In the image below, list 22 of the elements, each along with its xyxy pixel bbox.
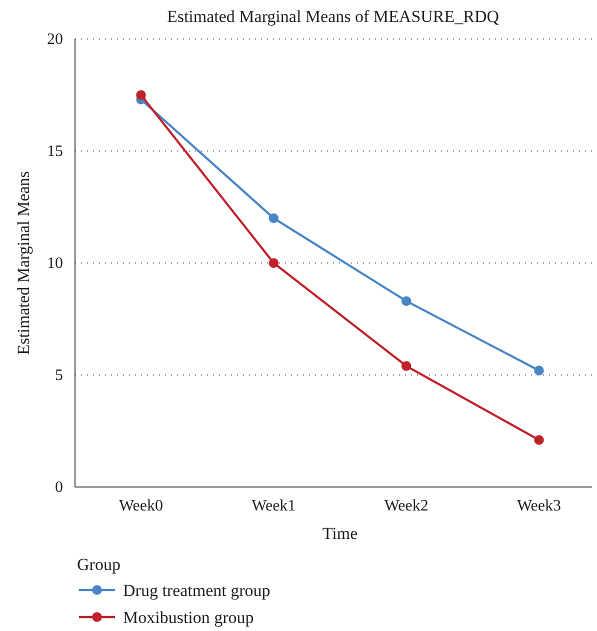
legend-title: Group	[77, 555, 120, 574]
y-tick-label: 15	[47, 143, 63, 160]
legend-label: Moxibustion group	[123, 608, 254, 627]
y-axis-title: Estimated Marginal Means	[14, 171, 33, 355]
legend-label: Drug treatment group	[123, 581, 270, 600]
y-tick-label: 5	[55, 367, 63, 384]
x-tick-label: Week2	[384, 497, 428, 514]
y-tick-label: 20	[47, 31, 63, 48]
point	[401, 361, 412, 371]
point	[534, 366, 544, 376]
point	[268, 213, 279, 224]
x-tick-label: Week0	[118, 497, 164, 514]
y-tick-label: 10	[47, 255, 63, 272]
point	[534, 435, 544, 445]
point	[268, 258, 279, 268]
y-tick-label: 0	[55, 479, 63, 496]
x-axis-title: Time	[322, 524, 358, 543]
x-tick-label: Week3	[516, 497, 562, 514]
chart-title: Estimated Marginal Means of MEASURE_RDQ	[166, 7, 500, 26]
x-tick-label: Week1	[252, 497, 296, 514]
point	[401, 296, 412, 306]
point	[136, 90, 146, 100]
